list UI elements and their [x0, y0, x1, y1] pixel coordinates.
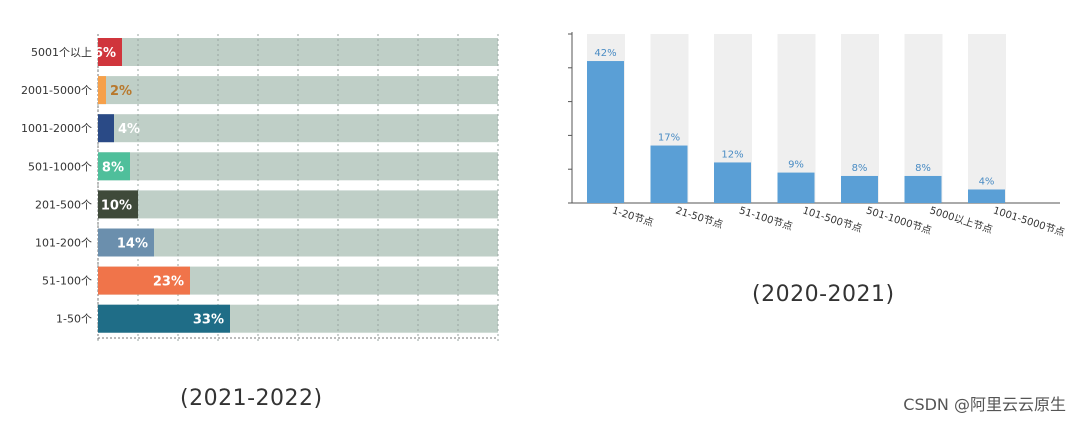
category-label: 21-50节点	[674, 204, 724, 231]
bar-track	[98, 38, 498, 66]
bar	[98, 114, 114, 143]
bar	[904, 175, 942, 203]
right-chart-caption: (2020-2021)	[752, 282, 895, 307]
category-label: 5000以上节点	[928, 204, 994, 236]
bar	[98, 38, 122, 66]
category-label: 51-100个	[42, 275, 92, 288]
data-label: 12%	[721, 149, 743, 160]
category-label: 501-1000节点	[865, 204, 934, 236]
bar	[714, 162, 751, 203]
bar-band	[841, 34, 879, 203]
category-label: 2001-5000个	[21, 84, 92, 97]
category-label: 501-1000个	[28, 160, 92, 173]
data-label: 17%	[658, 133, 680, 144]
left-bar-chart: 5001个以上 6% 2001-5000个 2% 1001-2000个 4% 501-100…	[21, 34, 499, 342]
data-label: 2%	[110, 84, 132, 99]
bar	[98, 76, 106, 105]
category-label: 101-200个	[35, 237, 92, 250]
category-label: 1001-5000节点	[992, 204, 1067, 238]
bar	[98, 304, 230, 333]
right-bar-chart: 42% 1-20节点 17% 21-50节点 12% 51-100节点 9% 101-500节…	[568, 32, 1067, 239]
bar-band	[968, 34, 1006, 203]
data-label: 42%	[594, 48, 616, 59]
bar	[841, 175, 878, 203]
data-label: 8%	[915, 163, 931, 174]
data-label: 4%	[118, 122, 140, 137]
data-label: 10%	[101, 198, 132, 213]
left-chart-caption: (2021-2022)	[180, 386, 323, 411]
bar	[98, 266, 190, 295]
bar	[777, 172, 815, 203]
category-label: 1-20节点	[611, 204, 655, 229]
bar	[587, 61, 624, 203]
category-label: 101-500节点	[801, 204, 863, 235]
category-label: 1-50个	[56, 313, 92, 326]
data-label: 23%	[153, 275, 184, 290]
bar-band	[904, 34, 943, 203]
data-label: 14%	[117, 237, 148, 252]
category-label: 5001个以上	[31, 46, 92, 59]
watermark: CSDN @阿里云云原生	[903, 395, 1066, 414]
bar	[650, 145, 688, 203]
category-label: 51-100节点	[738, 204, 794, 233]
data-label: 4%	[979, 176, 995, 187]
data-label: 8%	[852, 163, 868, 174]
bar	[98, 190, 138, 219]
data-label: 9%	[788, 160, 804, 171]
category-label: 1001-2000个	[21, 122, 92, 135]
bar-track	[98, 152, 498, 181]
data-label: 33%	[193, 313, 224, 328]
data-label: 6%	[94, 46, 116, 61]
bar	[98, 152, 130, 181]
bar	[98, 228, 154, 257]
data-label: 8%	[102, 160, 124, 175]
category-label: 201-500个	[35, 198, 92, 211]
bar	[968, 189, 1005, 203]
bar-track	[98, 114, 498, 143]
bar-track	[98, 228, 498, 257]
